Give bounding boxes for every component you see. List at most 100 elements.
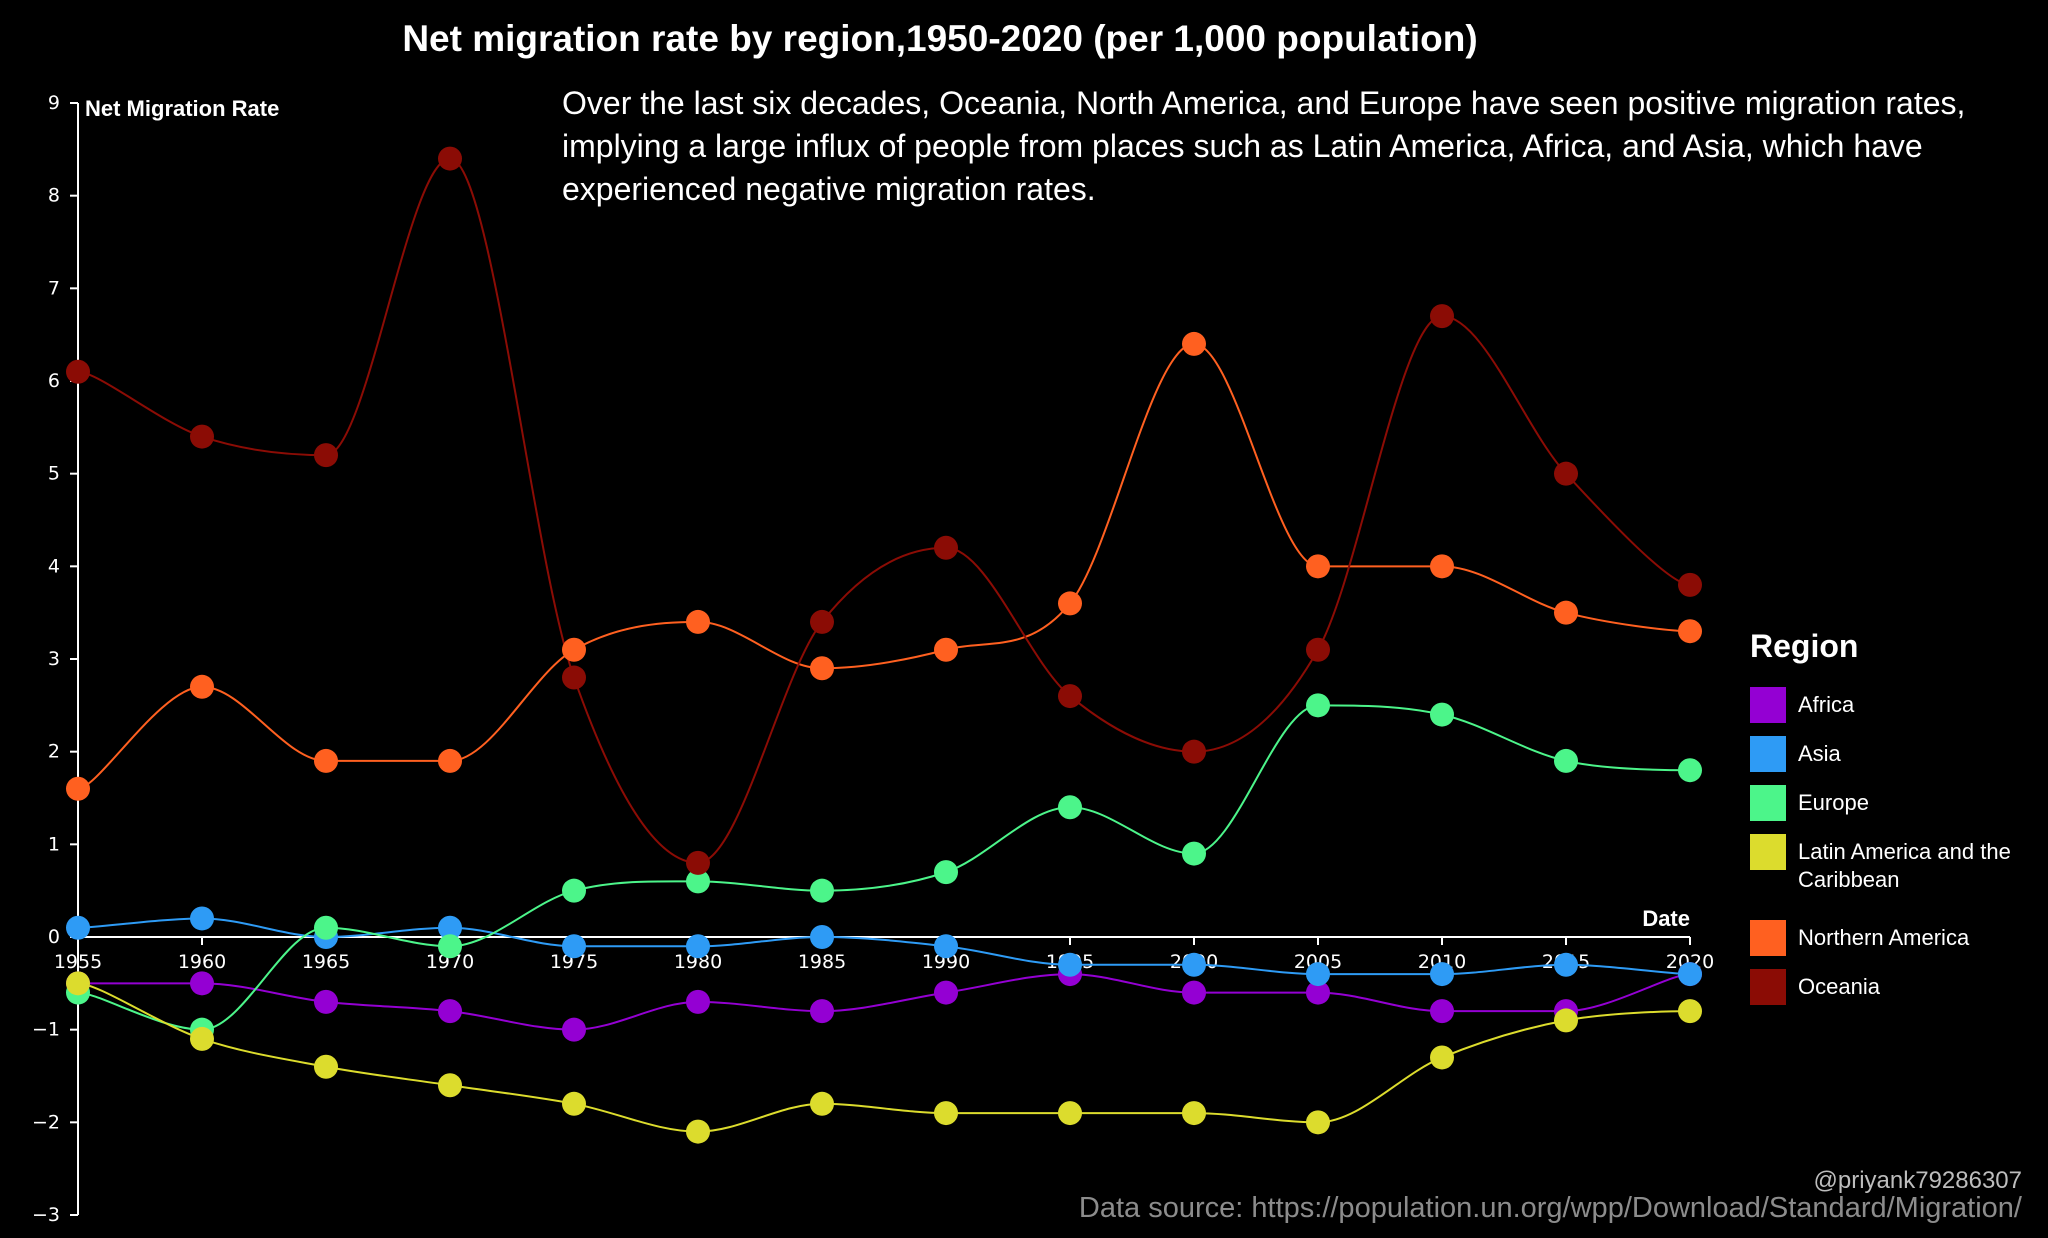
data-point-oceania (1554, 461, 1578, 486)
data-point-asia (810, 925, 834, 949)
y-axis-title: Net Migration Rate (85, 96, 279, 121)
data-point-latin-america-and-the-caribbean (1554, 1008, 1578, 1033)
data-point-latin-america-and-the-caribbean (1678, 999, 1702, 1024)
data-point-europe (1182, 841, 1206, 866)
data-point-oceania (562, 665, 586, 690)
legend-item-africa[interactable]: Africa (1750, 687, 2040, 725)
legend-label-northern-america: Northern America (1798, 925, 1970, 950)
y-tick-label: 5 (48, 463, 60, 485)
x-tick-label: 2020 (1666, 951, 1714, 973)
chart-subtitle: Over the last six decades, Oceania, Nort… (562, 85, 1966, 207)
legend-title: Region (1750, 628, 1859, 664)
legend-item-asia[interactable]: Asia (1750, 736, 2040, 774)
data-point-asia (1182, 952, 1206, 977)
y-tick-label: 8 (48, 185, 60, 207)
series-line-asia (77, 917, 1691, 976)
data-point-northern-america (1306, 554, 1330, 579)
data-point-oceania (686, 850, 710, 875)
data-point-northern-america (66, 776, 90, 801)
data-point-latin-america-and-the-caribbean (1430, 1045, 1454, 1070)
legend-item-oceania[interactable]: Oceania (1750, 969, 2040, 1007)
data-point-europe (934, 860, 958, 885)
data-point-africa (810, 999, 834, 1024)
data-point-africa (438, 999, 462, 1024)
y-tick-label: 0 (48, 926, 60, 948)
data-point-africa (686, 989, 710, 1014)
data-point-oceania (1678, 572, 1702, 597)
data-point-africa (562, 1017, 586, 1042)
y-tick-label: −3 (32, 1204, 60, 1226)
y-tick-label: 6 (48, 370, 60, 392)
y-tick-label: 9 (48, 92, 60, 114)
data-point-africa (314, 989, 338, 1014)
author-credit: @priyank79286307 (1813, 1167, 2022, 1194)
data-point-latin-america-and-the-caribbean (1306, 1110, 1330, 1135)
legend-item-northern-america[interactable]: Northern America (1750, 920, 2040, 958)
data-point-northern-america (1678, 619, 1702, 644)
data-point-latin-america-and-the-caribbean (934, 1101, 958, 1126)
data-point-asia (934, 934, 958, 959)
data-point-latin-america-and-the-caribbean (810, 1091, 834, 1116)
y-tick-label: 7 (48, 277, 60, 299)
data-point-asia (1306, 962, 1330, 987)
data-point-latin-america-and-the-caribbean (562, 1091, 586, 1116)
data-point-oceania (934, 535, 958, 560)
data-point-latin-america-and-the-caribbean (314, 1054, 338, 1079)
data-point-europe (314, 915, 338, 940)
x-tick-label: 1970 (426, 951, 474, 973)
data-point-oceania (190, 424, 214, 449)
y-tick-label: −2 (32, 1111, 60, 1133)
data-point-africa (190, 971, 214, 996)
legend-label-latin-america: Latin America and the Caribbean (1798, 839, 2011, 892)
x-tick-label: 1965 (302, 951, 350, 973)
data-point-northern-america (810, 656, 834, 681)
data-point-oceania (1306, 637, 1330, 662)
data-point-asia (66, 915, 90, 940)
legend-swatch-northern-america (1750, 920, 1786, 956)
data-point-europe (1554, 748, 1578, 773)
data-point-northern-america (562, 637, 586, 662)
data-point-europe (810, 878, 834, 903)
legend-item-latin-america[interactable]: Latin America and the Caribbean (1750, 834, 2040, 909)
data-point-africa (934, 980, 958, 1005)
data-point-northern-america (1430, 554, 1454, 579)
data-point-latin-america-and-the-caribbean (66, 971, 90, 996)
legend-swatch-europe (1750, 785, 1786, 821)
data-point-africa (1182, 980, 1206, 1005)
legend-swatch-latin-america (1750, 834, 1786, 870)
x-tick-label: 1975 (550, 951, 598, 973)
legend: Region Africa Asia Europe Latin America … (1750, 628, 2040, 1018)
data-point-oceania (810, 609, 834, 634)
legend-item-europe[interactable]: Europe (1750, 785, 2040, 823)
legend-swatch-asia (1750, 736, 1786, 772)
data-point-latin-america-and-the-caribbean (1182, 1101, 1206, 1126)
data-point-europe (1430, 702, 1454, 727)
data-point-europe (1306, 693, 1330, 718)
x-tick-label: 2005 (1294, 951, 1342, 973)
chart-title: Net migration rate by region,1950-2020 (… (402, 18, 1478, 59)
data-point-europe (1058, 795, 1082, 820)
y-tick-label: 2 (48, 741, 60, 763)
data-point-asia (190, 906, 214, 931)
series-line-northern-america (77, 342, 1691, 790)
data-point-latin-america-and-the-caribbean (686, 1119, 710, 1144)
data-point-africa (1306, 980, 1330, 1005)
data-point-northern-america (1058, 591, 1082, 616)
data-point-northern-america (438, 748, 462, 773)
legend-label-asia: Asia (1798, 741, 1841, 766)
data-source: Data source: https://population.un.org/w… (1078, 1192, 2022, 1224)
x-tick-label: 1960 (178, 951, 226, 973)
y-tick-label: 3 (48, 648, 60, 670)
data-point-latin-america-and-the-caribbean (438, 1073, 462, 1098)
x-tick-label: 1955 (54, 951, 102, 973)
data-point-oceania (66, 359, 90, 384)
x-tick-label: 2010 (1418, 951, 1466, 973)
y-tick-label: 4 (48, 555, 60, 577)
data-point-northern-america (314, 748, 338, 773)
data-point-asia (438, 915, 462, 940)
x-axis-title: Date (1642, 906, 1690, 931)
data-point-oceania (1058, 684, 1082, 709)
data-point-asia (562, 934, 586, 959)
data-point-asia (1058, 952, 1082, 977)
